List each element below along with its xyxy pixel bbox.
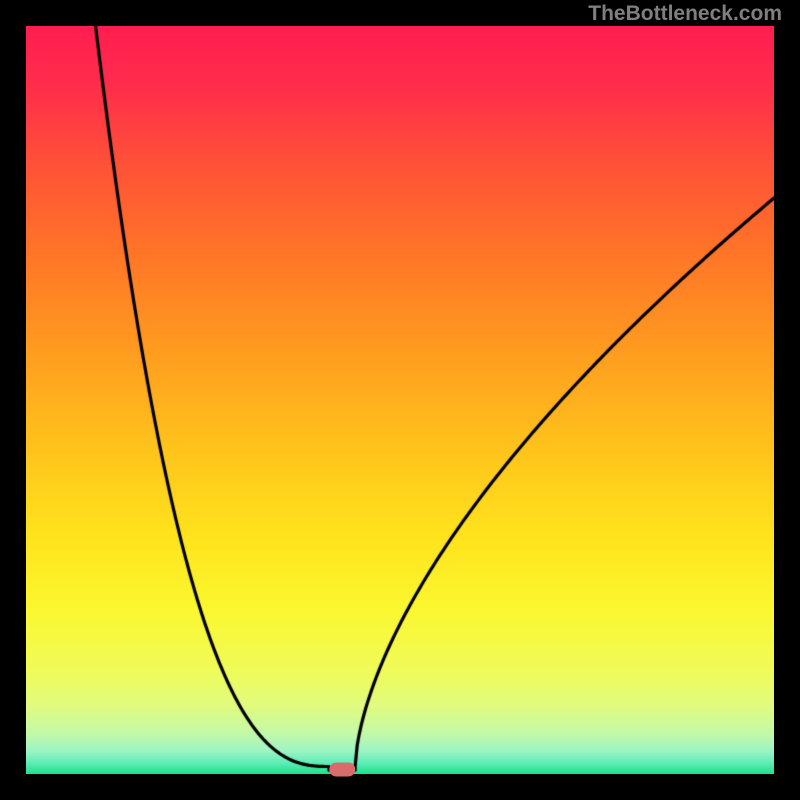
watermark-text: TheBottleneck.com (588, 2, 782, 26)
bottleneck-curve (26, 26, 774, 774)
optimal-point-marker (330, 762, 355, 777)
plot-area (26, 26, 774, 774)
chart-container: TheBottleneck.com (0, 0, 800, 800)
